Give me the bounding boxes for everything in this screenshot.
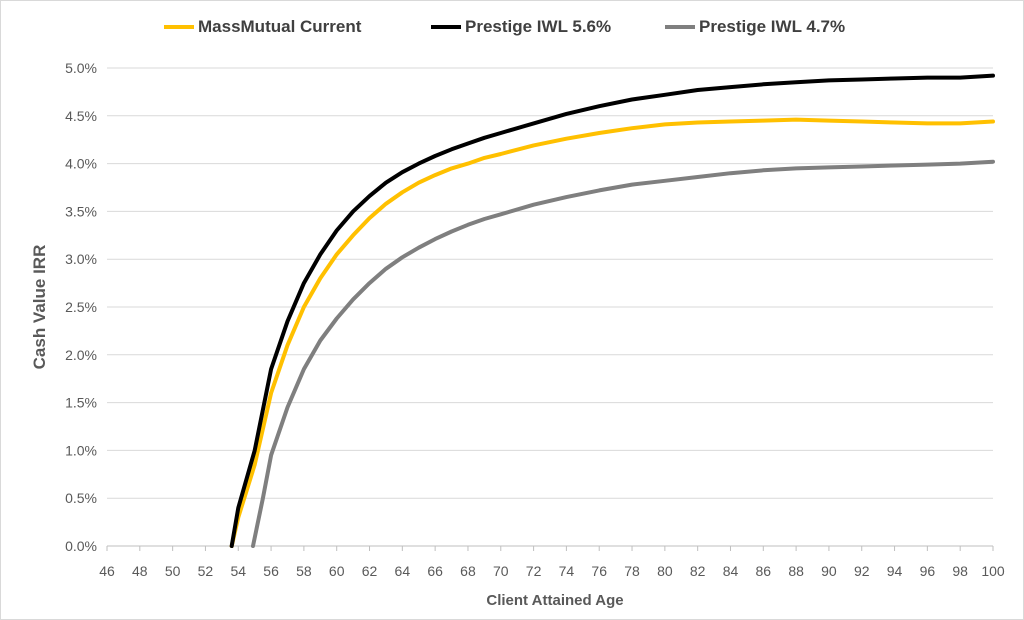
legend-item-prestige-iwl-5-6: Prestige IWL 5.6%: [431, 17, 611, 37]
x-tick-label: 90: [821, 563, 837, 579]
x-tick-label: 76: [591, 563, 607, 579]
x-tick-label: 86: [756, 563, 772, 579]
x-tick-label: 82: [690, 563, 706, 579]
legend-label-massmutual-current: MassMutual Current: [198, 17, 362, 36]
legend-item-prestige-iwl-4-7: Prestige IWL 4.7%: [665, 17, 845, 37]
x-tick-label: 74: [559, 563, 575, 579]
series-line-prestige-iwl-4-7: [251, 159, 995, 548]
x-tick-label: 88: [788, 563, 804, 579]
x-tick-label: 94: [887, 563, 903, 579]
series-layer: [229, 73, 995, 548]
x-tick-label: 62: [362, 563, 378, 579]
x-tick-label: 70: [493, 563, 509, 579]
y-tick-label: 0.0%: [65, 538, 97, 554]
y-tick-label: 3.5%: [65, 203, 97, 219]
x-tick-label: 48: [132, 563, 148, 579]
x-tick-label: 58: [296, 563, 312, 579]
series-line-massmutual-current: [229, 117, 995, 548]
y-tick-label: 4.0%: [65, 156, 97, 172]
x-tick-label: 78: [624, 563, 640, 579]
x-axis-title: Client Attained Age: [486, 592, 623, 609]
y-tick-label: 3.0%: [65, 251, 97, 267]
x-tick-label: 72: [526, 563, 542, 579]
y-tick-label: 2.5%: [65, 299, 97, 315]
legend-swatch-prestige-iwl-4-7: [665, 25, 695, 29]
x-tick-label: 60: [329, 563, 345, 579]
legend-label-prestige-iwl-4-7: Prestige IWL 4.7%: [699, 17, 846, 36]
legend-label-prestige-iwl-5-6: Prestige IWL 5.6%: [465, 17, 612, 36]
x-tick-label: 54: [230, 563, 246, 579]
y-tick-label: 1.0%: [65, 442, 97, 458]
x-tick-label: 100: [981, 563, 1005, 579]
x-tick-label: 50: [165, 563, 181, 579]
x-tick-label: 66: [427, 563, 443, 579]
axis-layer: 0.0% 0.5% 1.0% 1.5% 2.0% 2.5% 3.0% 3.5% 4.0% 4.5%…: [65, 60, 1005, 579]
x-tick-label: 98: [952, 563, 968, 579]
x-tick-label: 84: [723, 563, 739, 579]
y-tick-label: 2.0%: [65, 347, 97, 363]
x-tick-label: 46: [99, 563, 115, 579]
series-line-prestige-iwl-5-6: [229, 73, 995, 548]
y-tick-label: 4.5%: [65, 108, 97, 124]
x-tick-label: 92: [854, 563, 870, 579]
x-tick-label: 56: [263, 563, 279, 579]
grid-layer: [107, 67, 993, 547]
legend-item-massmutual-current: MassMutual Current: [164, 17, 361, 37]
chart-legend: MassMutual Current Prestige IWL 5.6% Pre…: [1, 17, 1023, 43]
x-tick-label: 96: [920, 563, 936, 579]
x-tick-label: 68: [460, 563, 476, 579]
x-tick-label: 64: [395, 563, 411, 579]
legend-swatch-prestige-iwl-5-6: [431, 25, 461, 29]
y-tick-label: 0.5%: [65, 490, 97, 506]
x-tick-label: 52: [198, 563, 214, 579]
y-tick-label: 5.0%: [65, 60, 97, 76]
y-axis-title: Cash Value IRR: [30, 245, 49, 370]
x-tick-label: 80: [657, 563, 673, 579]
legend-swatch-massmutual-current: [164, 25, 194, 29]
y-tick-label: 1.5%: [65, 395, 97, 411]
